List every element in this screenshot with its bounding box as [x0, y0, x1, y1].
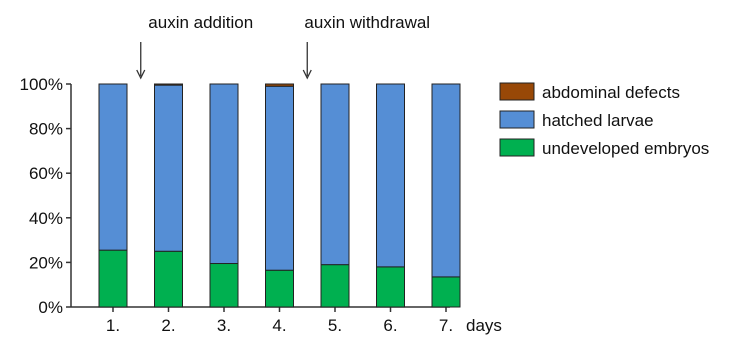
y-tick-label: 0%	[38, 298, 63, 317]
annotation-arrow-head	[136, 69, 146, 80]
bar-segment-hatched-larvae	[154, 84, 183, 252]
y-tick-label: 80%	[29, 120, 63, 139]
bar-segment-undeveloped-embryos	[376, 266, 405, 308]
bar-segment-undeveloped-embryos	[209, 263, 239, 308]
x-tick-label: 3.	[217, 316, 231, 335]
x-tick-label: 7.	[439, 316, 453, 335]
annotation-label: auxin addition	[148, 13, 253, 32]
x-tick-label: 6.	[383, 316, 397, 335]
y-tick-label: 40%	[29, 209, 63, 228]
annotations: auxin addition auxin withdrawal	[136, 13, 430, 80]
bar-segment-hatched-larvae	[320, 83, 350, 266]
legend-swatch	[499, 138, 535, 157]
axes: 0% 20% 40% 60% 80% 100% 1. 2. 3. 4. 5. 6. 7. days	[20, 75, 502, 335]
x-tick-label: 1.	[106, 316, 120, 335]
y-tick-label: 60%	[29, 164, 63, 183]
y-tick-label: 100%	[20, 75, 63, 94]
legend-label: undeveloped embryos	[542, 139, 709, 158]
legend: abdominal defects hatched larvae undevelop…	[499, 82, 709, 158]
bar-segment-hatched-larvae	[98, 83, 128, 251]
bar-segment-hatched-larvae	[376, 83, 405, 268]
bar-segment-hatched-larvae	[265, 85, 294, 271]
annotation-label: auxin withdrawal	[304, 13, 430, 32]
bar-segment-abdominal-defects	[265, 83, 294, 87]
bar-segment-hatched-larvae	[209, 83, 239, 265]
bar-segment-hatched-larvae	[431, 83, 461, 278]
y-tick-label: 20%	[29, 253, 63, 272]
legend-swatch	[499, 110, 535, 129]
bar-segment-undeveloped-embryos	[98, 249, 128, 308]
bar-segment-abdominal-defects	[154, 83, 183, 86]
bar-segment-undeveloped-embryos	[265, 269, 294, 308]
bar-segment-undeveloped-embryos	[154, 250, 183, 308]
annotation-arrow-head	[302, 69, 312, 80]
x-tick-label: 4.	[272, 316, 286, 335]
legend-label: hatched larvae	[542, 111, 654, 130]
x-tick-label: 5.	[328, 316, 342, 335]
bar-segment-undeveloped-embryos	[431, 276, 461, 308]
x-unit-label: days	[466, 316, 502, 335]
legend-swatch	[499, 82, 535, 101]
bars	[98, 83, 461, 308]
x-tick-label: 2.	[161, 316, 175, 335]
bar-segment-undeveloped-embryos	[320, 264, 350, 308]
legend-label: abdominal defects	[542, 83, 680, 102]
